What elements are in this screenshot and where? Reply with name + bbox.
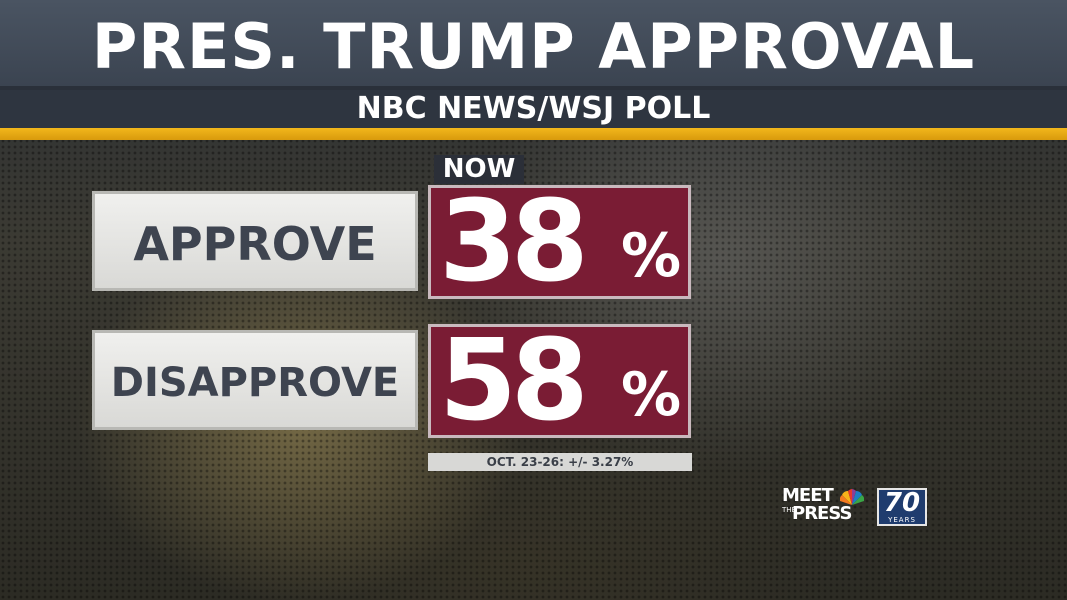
meet-the-press-logo: MEET THE PRESS 70 YEARS bbox=[782, 487, 932, 529]
title-bar bbox=[0, 0, 1067, 90]
accent-divider bbox=[0, 128, 1067, 140]
disapprove-value-box: 58 % bbox=[428, 316, 691, 446]
approve-label-box: APPROVE bbox=[92, 191, 418, 291]
peacock-icon bbox=[840, 489, 864, 505]
poll-footnote: OCT. 23-26: +/- 3.27% bbox=[428, 453, 692, 471]
disapprove-label: DISAPPROVE bbox=[110, 360, 400, 406]
logo-the-text: THE bbox=[782, 506, 796, 514]
approve-percent-sign: % bbox=[621, 221, 682, 291]
page-subtitle: NBC NEWS/WSJ POLL bbox=[356, 91, 711, 126]
anniversary-badge: 70 YEARS bbox=[877, 488, 927, 526]
disapprove-percent-sign: % bbox=[621, 360, 682, 430]
badge-number: 70 bbox=[883, 488, 921, 518]
now-tag: NOW bbox=[434, 155, 524, 184]
logo-meet-text: MEET bbox=[782, 485, 834, 506]
approve-value: 38 bbox=[439, 177, 589, 307]
disapprove-value: 58 bbox=[439, 316, 589, 446]
approve-value-box: 38 % bbox=[428, 177, 691, 307]
logo-press-text: PRESS bbox=[792, 503, 852, 524]
badge-caption: YEARS bbox=[888, 516, 916, 524]
disapprove-label-box: DISAPPROVE bbox=[92, 330, 418, 430]
subtitle-bar bbox=[0, 90, 1067, 128]
approve-label: APPROVE bbox=[133, 217, 377, 271]
page-title: PRES. TRUMP APPROVAL bbox=[91, 10, 976, 83]
